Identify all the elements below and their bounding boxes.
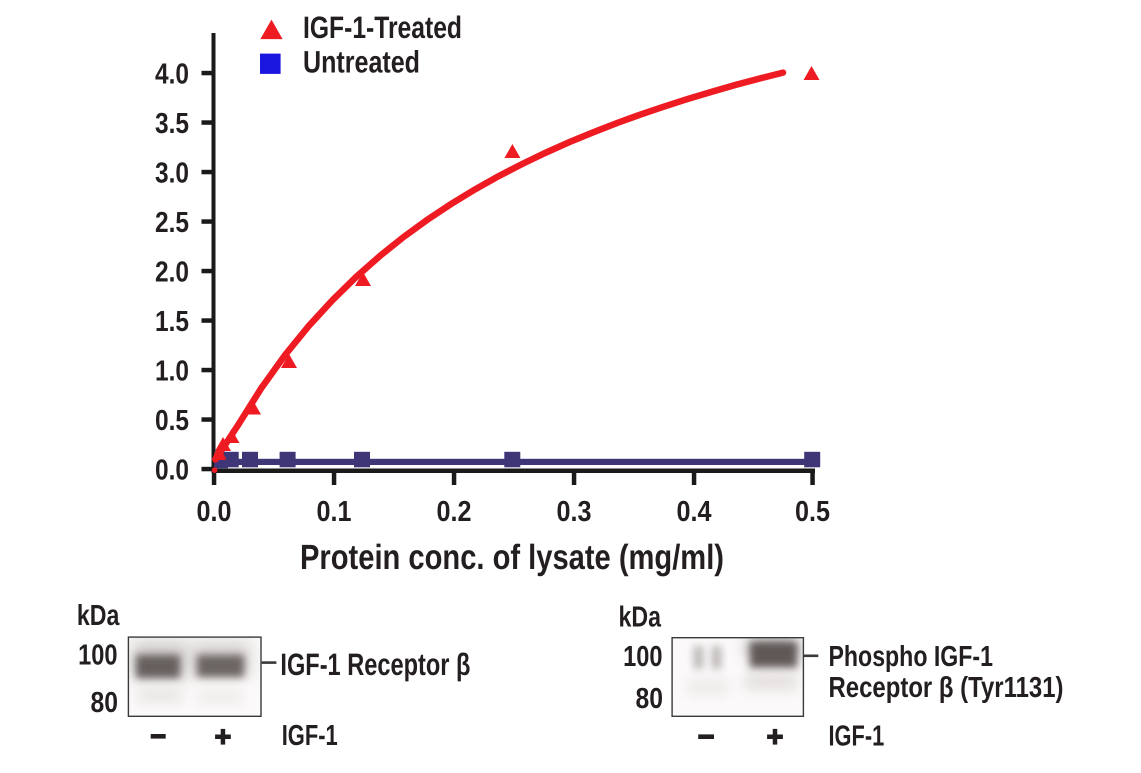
svg-text:80: 80 [636, 683, 664, 715]
svg-text:2.5: 2.5 [155, 207, 189, 239]
svg-text:0.4: 0.4 [677, 496, 712, 528]
svg-text:3.5: 3.5 [155, 108, 189, 140]
svg-text:1.5: 1.5 [155, 306, 189, 338]
svg-text:1.0: 1.0 [155, 355, 189, 387]
svg-text:kDa: kDa [619, 602, 662, 634]
svg-text:IGF-1-Treated: IGF-1-Treated [303, 10, 462, 45]
svg-text:100: 100 [623, 641, 662, 673]
svg-text:IGF-1 Receptor β: IGF-1 Receptor β [280, 647, 470, 682]
svg-text:Phospho IGF-1: Phospho IGF-1 [829, 641, 994, 673]
svg-text:3.0: 3.0 [155, 157, 189, 189]
svg-text:IGF-1: IGF-1 [829, 721, 885, 753]
svg-text:0.1: 0.1 [317, 496, 352, 528]
svg-text:100: 100 [78, 640, 117, 672]
svg-text:Untreated: Untreated [303, 45, 420, 80]
svg-text:0.0: 0.0 [155, 454, 189, 486]
svg-text:0.3: 0.3 [557, 496, 592, 528]
svg-text:0.0: 0.0 [197, 496, 232, 528]
svg-text:2.0: 2.0 [155, 256, 189, 288]
svg-text:kDa: kDa [77, 600, 120, 632]
svg-text:80: 80 [91, 687, 119, 719]
svg-text:Protein conc. of lysate (mg/ml: Protein conc. of lysate (mg/ml) [300, 538, 724, 577]
svg-text:Receptor β (Tyr1131): Receptor β (Tyr1131) [829, 672, 1064, 704]
svg-text:4.0: 4.0 [155, 58, 189, 90]
svg-text:0.5: 0.5 [795, 496, 830, 528]
svg-text:0.5: 0.5 [155, 405, 189, 437]
svg-text:0.2: 0.2 [437, 496, 472, 528]
svg-text:IGF-1: IGF-1 [282, 720, 338, 752]
